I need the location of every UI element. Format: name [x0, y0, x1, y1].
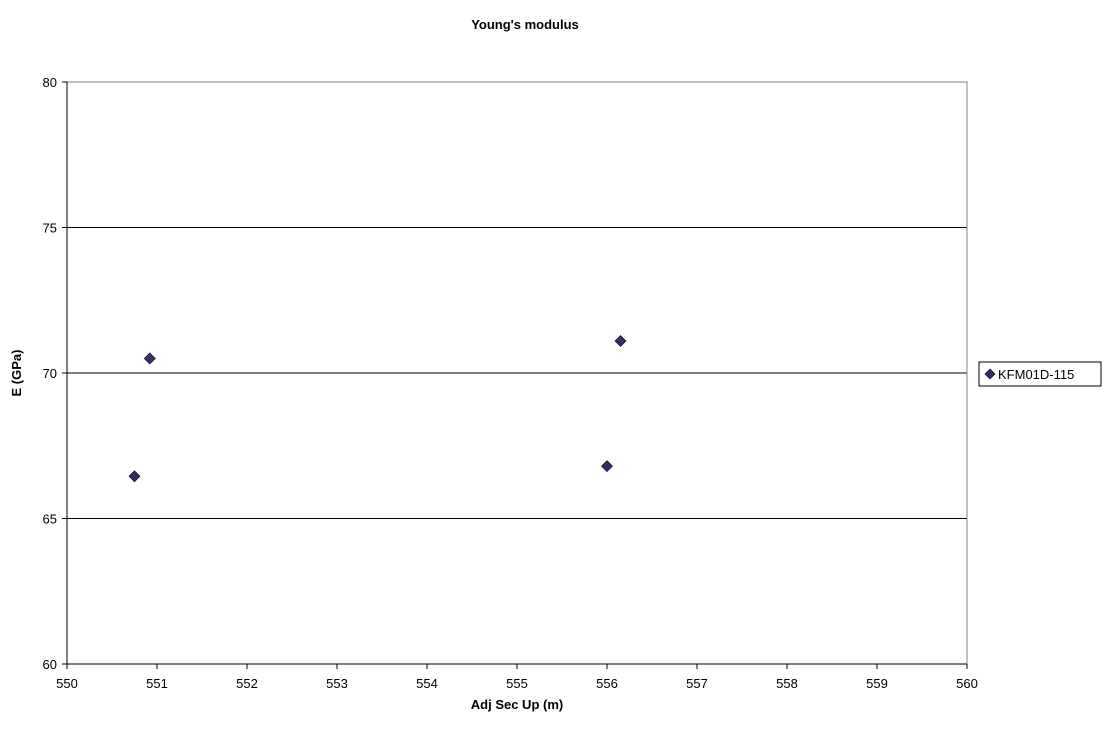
chart-title: Young's modulus	[471, 17, 579, 32]
y-tick-label: 60	[43, 657, 57, 672]
x-tick-label: 554	[416, 676, 438, 691]
data-point	[143, 352, 156, 365]
x-tick-label: 551	[146, 676, 168, 691]
x-tick-label: 557	[686, 676, 708, 691]
y-tick-label: 80	[43, 75, 57, 90]
x-tick-label: 550	[56, 676, 78, 691]
x-tick-label: 558	[776, 676, 798, 691]
y-tick-label: 65	[43, 512, 57, 527]
y-axis-label: E (GPa)	[9, 350, 24, 397]
y-tick-label: 70	[43, 366, 57, 381]
data-point	[601, 460, 613, 473]
data-point	[128, 470, 141, 483]
legend-entry-label: KFM01D-115	[998, 367, 1074, 382]
x-tick-label: 552	[236, 676, 258, 691]
x-tick-label: 553	[326, 676, 348, 691]
y-tick-label: 75	[43, 221, 57, 236]
data-point	[614, 335, 627, 347]
x-axis-label: Adj Sec Up (m)	[471, 697, 563, 712]
x-tick-label: 559	[866, 676, 888, 691]
y-axis-ticks: 60 65 70 75 80	[43, 75, 67, 672]
x-axis-ticks: 550 551 552 553 554 555 556 557 558 559 560	[56, 664, 978, 691]
x-tick-label: 555	[506, 676, 528, 691]
x-tick-label: 560	[956, 676, 978, 691]
gridlines	[67, 227, 967, 519]
data-points	[128, 335, 627, 483]
x-tick-label: 556	[596, 676, 618, 691]
legend-marker-diamond	[984, 368, 996, 380]
legend: KFM01D-115	[978, 361, 1102, 387]
legend-box	[978, 361, 1102, 387]
